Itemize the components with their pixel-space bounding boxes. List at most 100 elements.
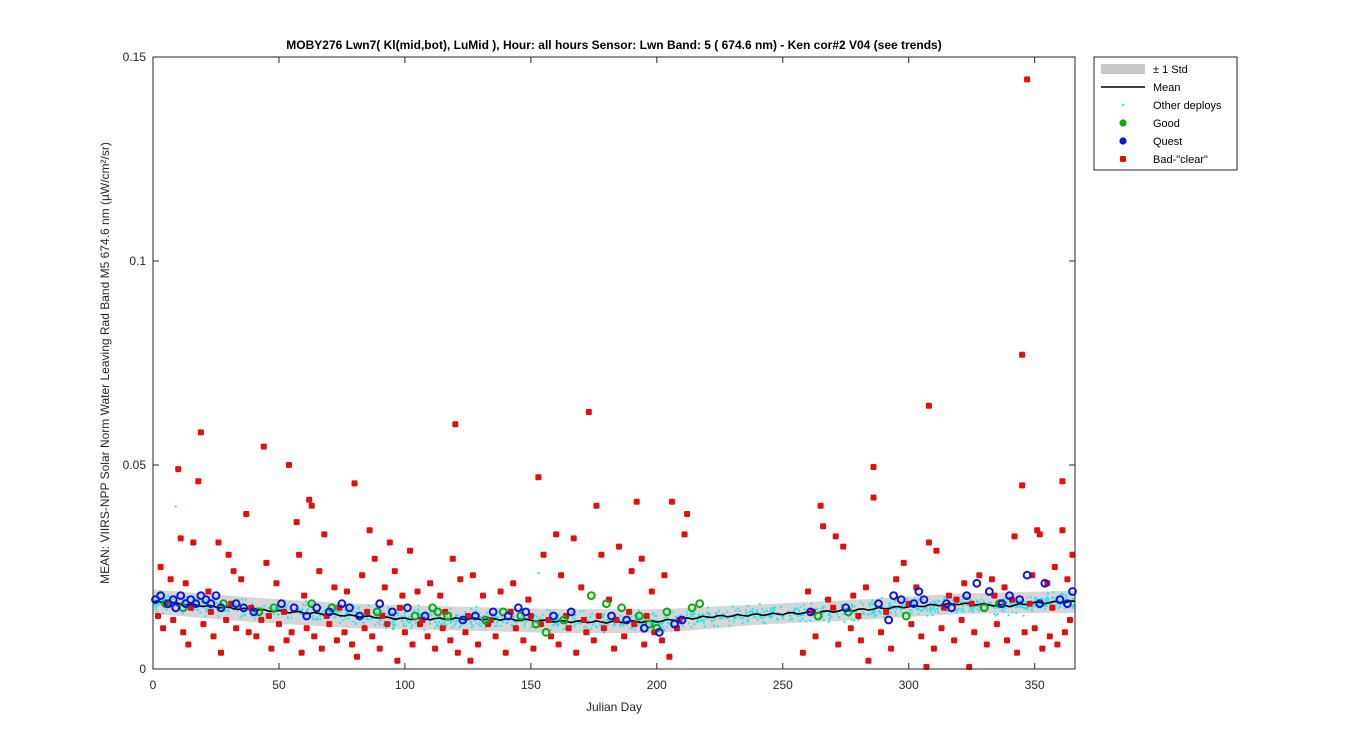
other-deploy-point [728, 624, 731, 627]
bad-clear-point [578, 584, 585, 591]
bad-clear-point [283, 637, 290, 644]
bad-clear-point [316, 568, 323, 575]
bad-clear-point [258, 617, 265, 623]
good-point [541, 627, 551, 637]
bad-clear-point [878, 629, 884, 636]
other-deploy-point [934, 600, 937, 603]
other-deploy-point [1065, 596, 1068, 599]
other-deploy-point [440, 623, 443, 626]
y-tick-label: 0.05 [123, 458, 147, 472]
bad-clear-point [799, 649, 806, 656]
bad-clear-point [953, 596, 960, 603]
other-deploy-point [987, 601, 991, 604]
bad-clear-point [190, 539, 197, 546]
other-deploy-point [810, 602, 813, 605]
bad-clear-point [384, 621, 391, 628]
other-deploy-point [731, 605, 735, 608]
legend-swatch [1121, 103, 1125, 107]
other-deploy-point [889, 612, 893, 615]
bad-clear-point [263, 559, 270, 566]
other-deploy-point [1044, 600, 1047, 603]
legend-entry-line: Mean [1101, 82, 1181, 94]
other-deploy-point [878, 610, 881, 613]
other-deploy-point [572, 616, 575, 619]
other-deploy-point [899, 608, 903, 611]
y-tick-label: 0 [139, 662, 146, 676]
quest-point [896, 595, 906, 604]
other-deploy-point [866, 613, 870, 616]
other-deploy-point [251, 602, 254, 605]
other-deploy-point [795, 607, 798, 610]
other-deploy-point [932, 608, 935, 611]
other-deploy-point [809, 619, 812, 622]
other-deploy-point [917, 612, 920, 615]
other-deploy-point [524, 620, 528, 623]
other-deploy-point [385, 626, 388, 629]
bad-clear-point [862, 584, 869, 591]
quest-point [387, 607, 397, 617]
other-deploy-point [367, 604, 370, 607]
other-deploy-point [672, 611, 675, 614]
other-deploy-point [458, 626, 461, 629]
other-deploy-point [908, 608, 911, 611]
other-deploy-point [926, 614, 929, 617]
quest-point [1063, 599, 1072, 609]
bad-clear-point [265, 613, 272, 619]
other-deploy-point [1020, 604, 1024, 608]
other-deploy-point [548, 610, 552, 613]
other-deploy-point [1002, 610, 1006, 613]
other-deploy-point [874, 614, 877, 618]
other-deploy-point [942, 597, 946, 601]
bad-clear-point [961, 580, 968, 587]
bad-clear-point [281, 608, 287, 615]
other-deploy-point [197, 609, 200, 612]
other-deploy-point [154, 598, 157, 601]
other-deploy-point [921, 609, 924, 612]
other-deploy-point [523, 625, 526, 628]
other-deploy-point [495, 624, 498, 627]
bad-clear-point [865, 657, 872, 664]
quest-point [884, 615, 893, 625]
other-deploy-point [880, 596, 883, 599]
other-deploy-point [513, 615, 516, 618]
quest-point [909, 599, 919, 609]
bad-clear-point [326, 621, 333, 628]
other-deploy-point [273, 607, 276, 610]
other-deploy-point [868, 612, 871, 615]
other-deploy-point [454, 615, 458, 618]
other-deploy-point [376, 621, 379, 624]
other-deploy-point [1056, 603, 1059, 606]
other-deploy-point [428, 622, 431, 626]
quest-point [670, 619, 679, 629]
other-deploy-point [484, 626, 487, 630]
chart-title: MOBY276 Lwn7( Kl(mid,bot), LuMid ), Hour… [286, 38, 941, 52]
other-deploy-point [263, 604, 266, 607]
bad-clear-point [593, 502, 600, 509]
other-deploy-point [1043, 608, 1046, 611]
other-deploy-point [334, 615, 337, 618]
other-deploy-point [634, 628, 637, 631]
bad-clear-point [407, 547, 413, 554]
other-deploy-point [712, 624, 716, 627]
other-deploy-point [926, 609, 929, 612]
bad-clear-point [668, 498, 675, 505]
other-deploy-point [557, 623, 560, 626]
bad-clear-point [399, 592, 406, 599]
quest-point [889, 591, 898, 600]
quest-point [312, 603, 322, 613]
other-deploy-point [574, 614, 577, 617]
other-deploy-point [1072, 597, 1075, 600]
other-deploy-point [751, 610, 755, 613]
other-deploy-point [1022, 614, 1025, 617]
quest-point [375, 599, 385, 609]
quest-point [289, 603, 299, 613]
other-deploy-point [591, 624, 594, 627]
quest-point [962, 591, 972, 600]
x-tick-label: 50 [272, 678, 286, 692]
bad-clear-point [1031, 625, 1038, 632]
bad-clear-point [908, 621, 915, 628]
other-deploy-point [978, 610, 981, 613]
bad-clear-point [369, 633, 376, 640]
other-deploy-point [162, 612, 165, 615]
legend-label: Other deploys [1153, 100, 1222, 112]
